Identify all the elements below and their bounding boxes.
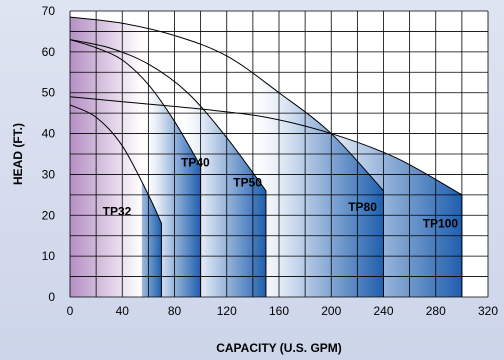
x-axis-ticks: 0 40 80 120 160 200 240 280 320 (67, 304, 499, 318)
x-tick-label: 0 (67, 304, 74, 318)
curve-tp100 (69, 96, 463, 297)
curve-tp50 (69, 39, 267, 297)
x-axis-title: CAPACITY (U.S. GPM) (216, 341, 342, 355)
series-label-tp80: TP80 (348, 200, 377, 214)
curve-tp40 (69, 39, 202, 297)
left-purple-band (70, 17, 142, 297)
x-tick-label: 280 (426, 304, 446, 318)
series-label-tp40: TP40 (181, 155, 210, 169)
series-label-tp100: TP100 (423, 217, 459, 231)
y-tick-label: 50 (42, 86, 56, 100)
series-label-tp50: TP50 (233, 176, 262, 190)
curve-tp32 (69, 104, 162, 297)
x-tick-label: 80 (168, 304, 182, 318)
y-axis-title: HEAD (FT.) (11, 123, 25, 185)
y-tick-label: 70 (42, 4, 56, 18)
y-axis-ticks: 0 10 20 30 40 50 60 70 (42, 4, 56, 304)
y-tick-label: 60 (42, 45, 56, 59)
curves (69, 16, 463, 297)
x-tick-label: 320 (478, 304, 498, 318)
x-tick-label: 120 (217, 304, 237, 318)
grid (69, 10, 489, 298)
x-tick-label: 40 (116, 304, 130, 318)
x-tick-label: 160 (269, 304, 289, 318)
y-tick-label: 30 (42, 167, 56, 181)
y-tick-label: 10 (42, 249, 56, 263)
x-tick-label: 200 (321, 304, 341, 318)
curve-tp80 (69, 16, 384, 297)
y-tick-label: 20 (42, 208, 56, 222)
y-tick-label: 40 (42, 127, 56, 141)
x-tick-label: 240 (373, 304, 393, 318)
series-labels: TP32 TP40 TP50 TP80 TP100 (103, 155, 459, 230)
series-label-tp32: TP32 (103, 204, 132, 218)
y-tick-label: 0 (48, 290, 55, 304)
